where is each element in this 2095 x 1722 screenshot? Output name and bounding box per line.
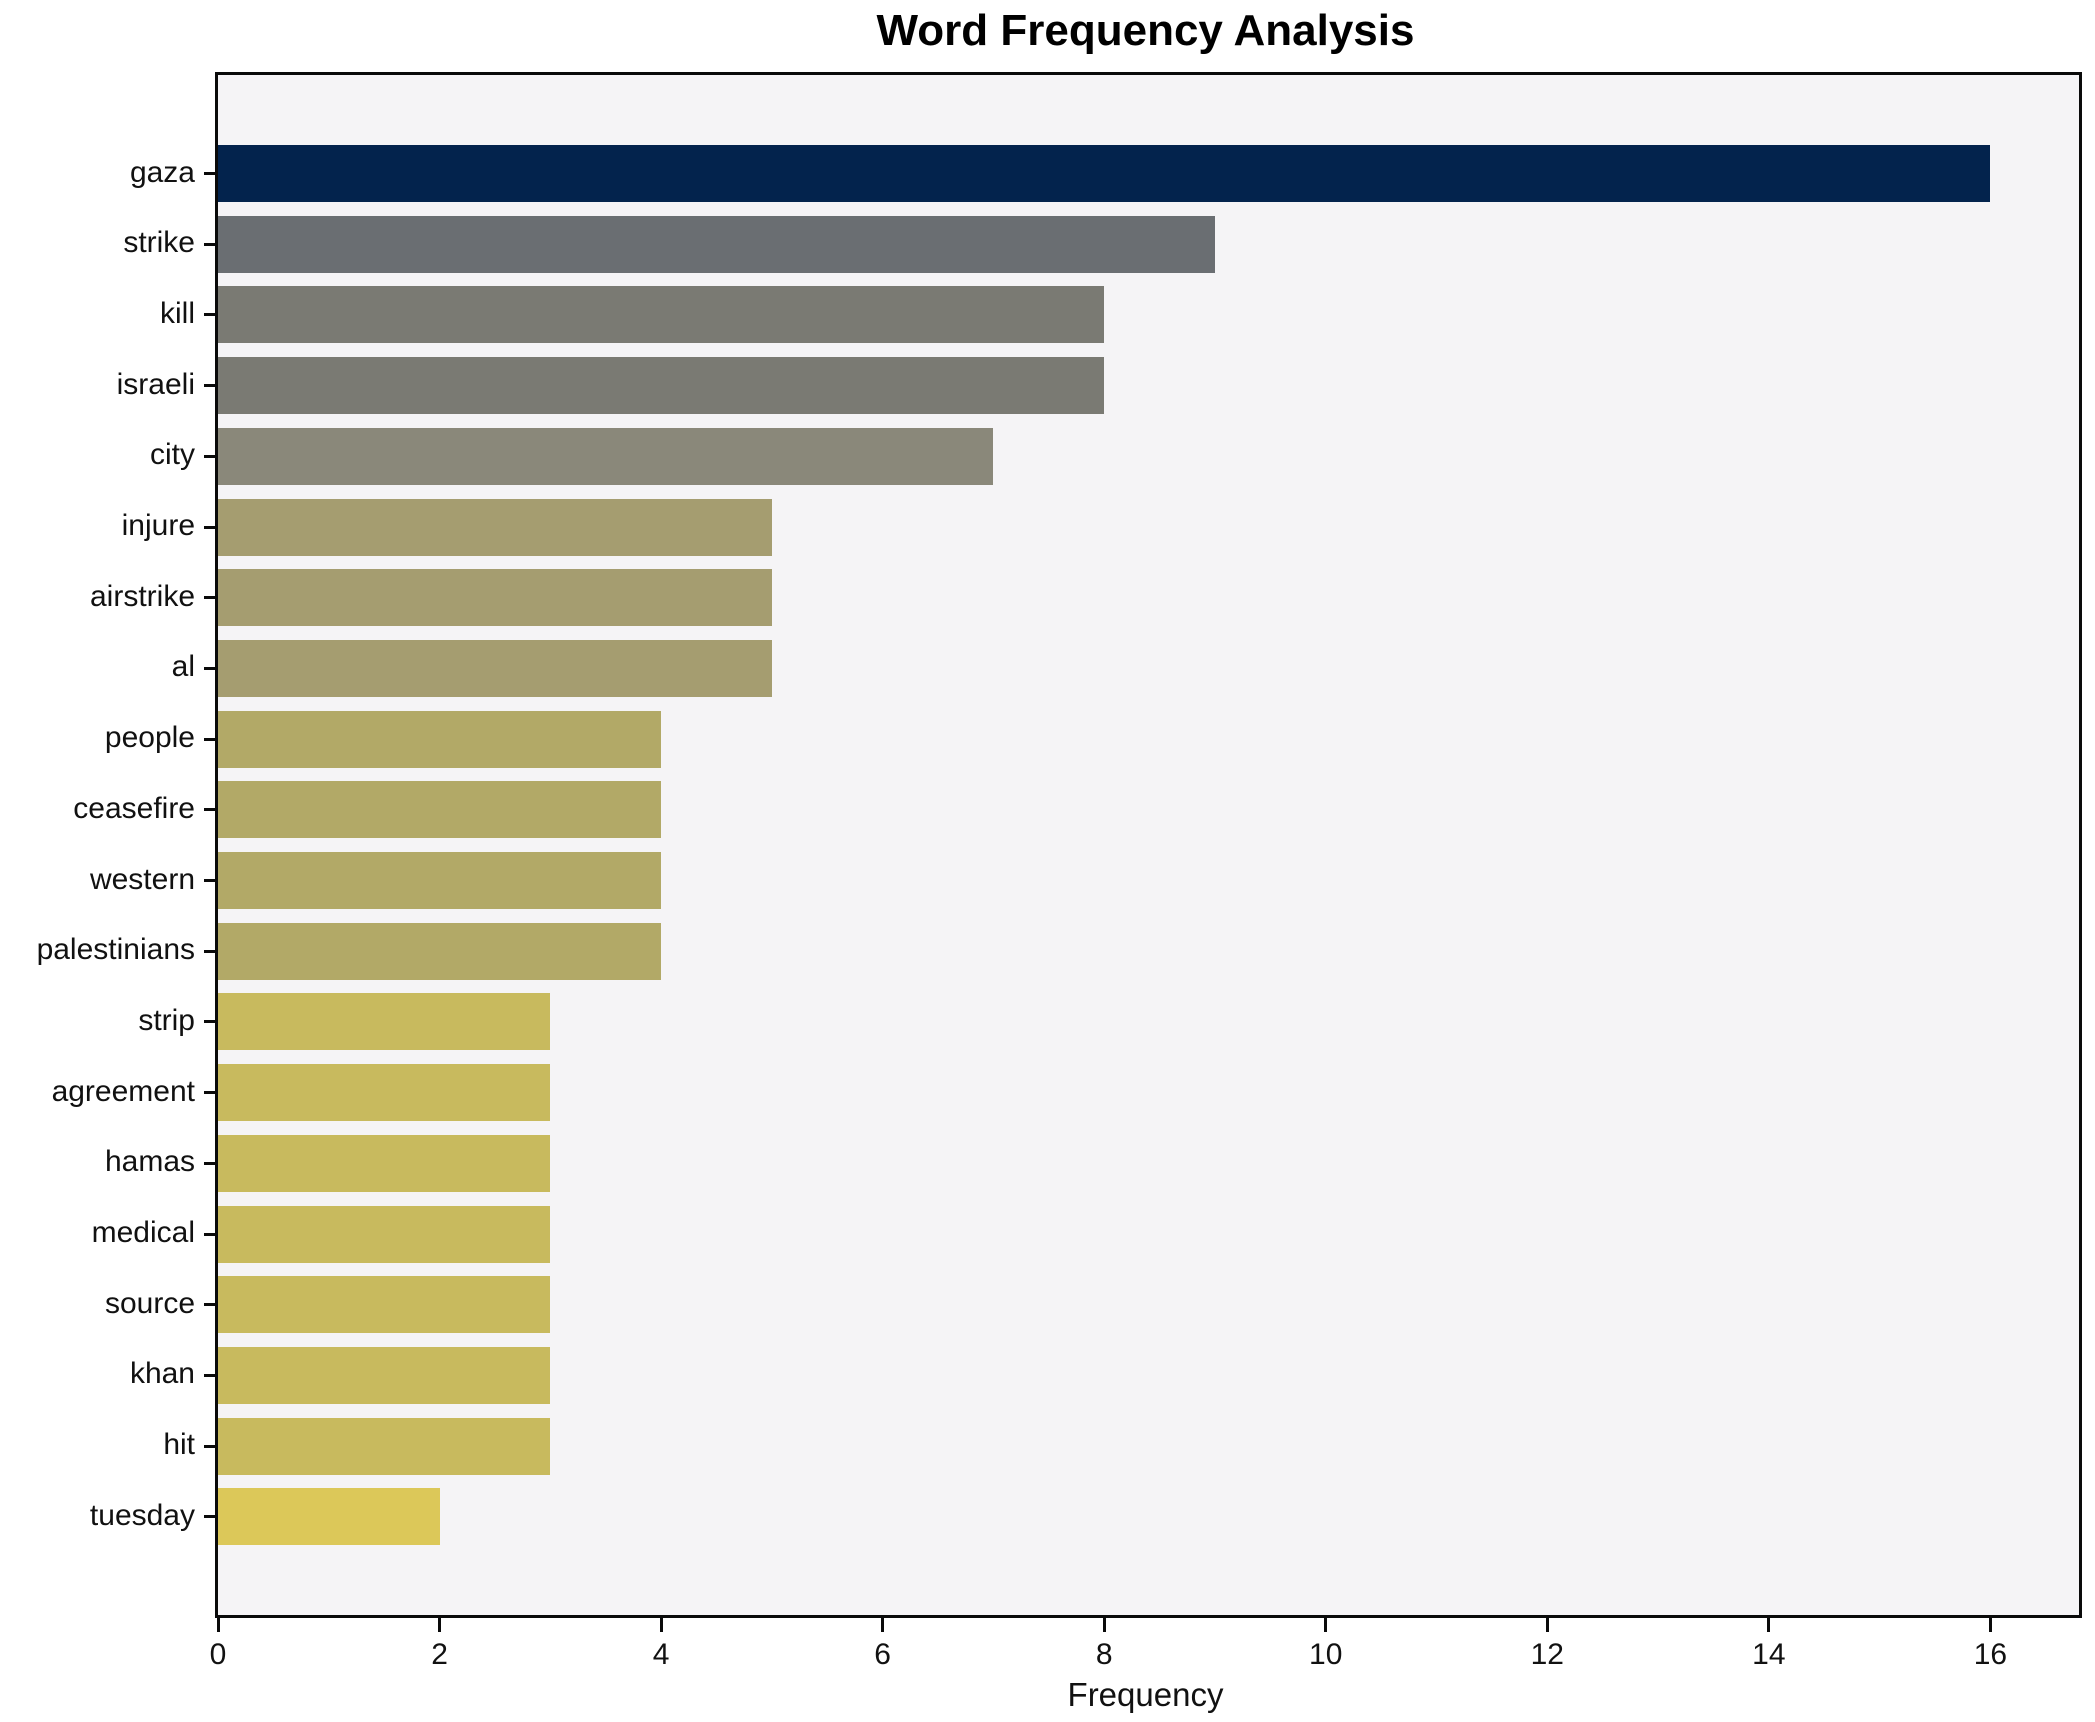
bar-agreement bbox=[218, 1064, 551, 1122]
x-tick-label-12: 12 bbox=[1530, 1638, 1564, 1671]
x-tick-label-10: 10 bbox=[1309, 1638, 1343, 1671]
y-axis-label-tuesday: tuesday bbox=[89, 1498, 195, 1532]
bar-people bbox=[218, 710, 662, 768]
y-axis-label-hit: hit bbox=[163, 1428, 195, 1462]
y-tick-mark bbox=[204, 879, 215, 882]
y-tick-mark bbox=[204, 1161, 215, 1165]
bar-israeli bbox=[218, 357, 1105, 415]
y-tick-mark bbox=[204, 384, 215, 388]
y-axis-label-israeli: israeli bbox=[116, 367, 195, 401]
x-tick-mark bbox=[881, 1618, 885, 1632]
y-tick-mark bbox=[204, 1303, 215, 1307]
bar-al bbox=[218, 639, 772, 697]
bar-airstrike bbox=[218, 569, 772, 627]
y-tick-mark bbox=[204, 1515, 215, 1519]
y-axis-label-strip: strip bbox=[138, 1003, 195, 1037]
y-tick-mark bbox=[204, 1373, 215, 1377]
bar-strike bbox=[218, 215, 1215, 273]
y-tick-mark bbox=[204, 737, 215, 741]
y-axis-label-strike: strike bbox=[123, 226, 195, 260]
y-tick-mark bbox=[204, 808, 215, 812]
x-tick-label-4: 4 bbox=[652, 1638, 670, 1671]
x-tick-label-0: 0 bbox=[209, 1638, 227, 1671]
x-tick-label-14: 14 bbox=[1752, 1638, 1786, 1671]
bar-medical bbox=[218, 1205, 551, 1263]
x-tick-label-2: 2 bbox=[431, 1638, 448, 1671]
x-tick-mark bbox=[1988, 1618, 1992, 1632]
bar-hit bbox=[218, 1417, 551, 1475]
y-axis-label-airstrike: airstrike bbox=[89, 579, 195, 613]
x-tick-label-8: 8 bbox=[1095, 1638, 1113, 1671]
x-tick-label-6: 6 bbox=[874, 1638, 891, 1671]
y-axis-label-palestinians: palestinians bbox=[36, 933, 195, 967]
y-tick-mark bbox=[204, 596, 215, 600]
x-tick-mark bbox=[1102, 1618, 1106, 1632]
y-axis-label-medical: medical bbox=[91, 1216, 195, 1249]
bar-khan bbox=[218, 1346, 551, 1404]
bar-palestinians bbox=[218, 922, 662, 980]
plot-area bbox=[215, 72, 2082, 1618]
y-axis-label-agreement: agreement bbox=[51, 1074, 195, 1108]
y-tick-mark bbox=[204, 1020, 215, 1024]
y-axis-label-khan: khan bbox=[129, 1357, 195, 1391]
y-axis-label-people: people bbox=[104, 721, 195, 755]
x-tick-mark bbox=[216, 1618, 220, 1632]
bar-city bbox=[218, 427, 994, 485]
bar-hamas bbox=[218, 1134, 551, 1192]
bar-strip bbox=[218, 993, 551, 1051]
y-tick-mark bbox=[204, 172, 215, 175]
y-axis-label-source: source bbox=[104, 1286, 195, 1320]
bar-injure bbox=[218, 498, 772, 556]
y-axis-label-gaza: gaza bbox=[129, 155, 195, 189]
y-axis-label-injure: injure bbox=[121, 509, 195, 542]
bar-tuesday bbox=[218, 1488, 440, 1546]
y-axis-label-hamas: hamas bbox=[104, 1145, 195, 1179]
x-tick-mark bbox=[1324, 1618, 1328, 1632]
y-axis-label-western: western bbox=[89, 862, 195, 896]
chart-title: Word Frequency Analysis bbox=[876, 6, 1415, 55]
bar-kill bbox=[218, 286, 1105, 344]
y-tick-mark bbox=[204, 949, 215, 953]
x-tick-mark bbox=[1545, 1618, 1549, 1632]
y-axis-label-city: city bbox=[150, 438, 195, 472]
bar-source bbox=[218, 1276, 551, 1334]
y-axis-label-kill: kill bbox=[160, 296, 195, 330]
y-tick-mark bbox=[204, 454, 215, 458]
bar-ceasefire bbox=[218, 781, 662, 839]
y-tick-mark bbox=[204, 1091, 215, 1095]
x-axis-label: Frequency bbox=[1067, 1676, 1224, 1713]
x-tick-mark bbox=[659, 1618, 663, 1632]
y-tick-mark bbox=[204, 1444, 215, 1448]
x-tick-label-16: 16 bbox=[1973, 1638, 2008, 1671]
y-axis-label-al: al bbox=[171, 650, 195, 684]
x-tick-mark bbox=[438, 1618, 442, 1632]
bar-gaza bbox=[218, 145, 1991, 202]
y-axis-label-ceasefire: ceasefire bbox=[73, 791, 195, 825]
bar-western bbox=[218, 852, 662, 909]
y-tick-mark bbox=[204, 313, 215, 317]
y-tick-mark bbox=[204, 1232, 215, 1236]
y-tick-mark bbox=[204, 666, 215, 670]
x-tick-mark bbox=[1767, 1618, 1771, 1632]
y-tick-mark bbox=[204, 525, 215, 529]
y-tick-mark bbox=[204, 242, 215, 246]
